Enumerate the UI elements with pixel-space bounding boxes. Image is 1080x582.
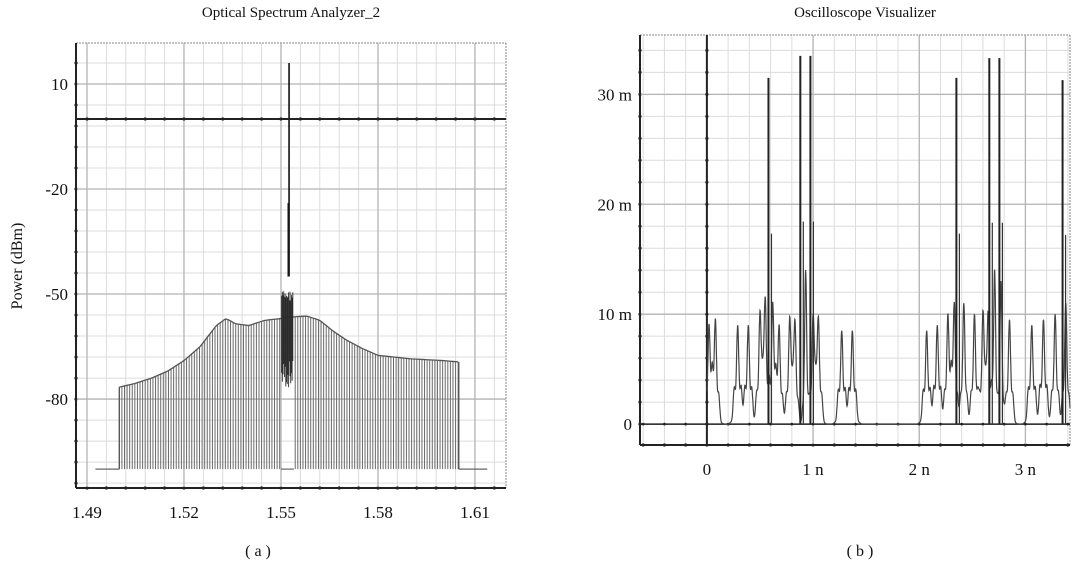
marker-tick bbox=[298, 117, 302, 121]
chart-title-b: Oscilloscope Visualizer bbox=[794, 5, 936, 21]
time-zero-tick bbox=[705, 268, 709, 272]
caption-b: ( b ) bbox=[847, 543, 874, 560]
zero-level-tick bbox=[705, 422, 709, 426]
x-tick-label: 1.61 bbox=[460, 503, 490, 522]
zero-level-tick bbox=[960, 422, 964, 426]
zero-level-tick bbox=[641, 422, 645, 426]
time-zero-tick bbox=[705, 70, 709, 74]
zero-level-tick bbox=[854, 422, 857, 426]
time-zero-tick bbox=[705, 48, 709, 52]
zero-level-tick bbox=[981, 422, 985, 426]
time-zero-tick bbox=[705, 246, 709, 250]
marker-tick bbox=[337, 117, 341, 121]
marker-tick bbox=[143, 117, 147, 121]
marker-tick bbox=[395, 117, 399, 121]
y-tick-label: 30 m bbox=[598, 85, 632, 104]
time-zero-tick bbox=[705, 180, 709, 184]
y-tick-label: -80 bbox=[45, 390, 68, 409]
time-zero-tick bbox=[705, 202, 709, 206]
marker-tick bbox=[201, 117, 205, 121]
y-tick-label: 10 bbox=[51, 75, 68, 94]
x-tick-label: 3 n bbox=[1015, 460, 1037, 479]
zero-level-tick bbox=[684, 422, 688, 426]
time-zero-tick bbox=[705, 136, 709, 140]
chart-title-a: Optical Spectrum Analyzer_2 bbox=[202, 5, 380, 21]
marker-tick bbox=[124, 117, 128, 121]
y-tick-label: 10 m bbox=[598, 305, 632, 324]
x-tick-label: 2 n bbox=[909, 460, 931, 479]
time-zero-tick bbox=[705, 290, 709, 294]
zero-level-tick bbox=[790, 422, 794, 426]
y-tick-label: 20 m bbox=[598, 195, 632, 214]
marker-tick bbox=[415, 117, 419, 121]
time-zero-tick bbox=[705, 114, 709, 118]
y-tick-label: 0 bbox=[624, 415, 633, 434]
marker-tick bbox=[318, 117, 322, 121]
marker-tick bbox=[104, 117, 108, 121]
y-tick-label: -50 bbox=[45, 285, 68, 304]
marker-tick bbox=[162, 117, 167, 121]
waveform-trace bbox=[706, 269, 1071, 425]
x-tick-label: 1 n bbox=[802, 460, 824, 479]
marker-tick bbox=[434, 117, 438, 121]
time-zero-tick bbox=[705, 92, 709, 96]
time-zero-tick bbox=[705, 312, 709, 316]
marker-tick bbox=[279, 117, 283, 121]
optical-spectrum-plot: Optical Spectrum Analyzer_2 Power (dBm) … bbox=[9, 5, 507, 560]
marker-tick bbox=[240, 117, 244, 121]
marker-tick bbox=[221, 117, 225, 121]
y-tick-label: -20 bbox=[45, 180, 68, 199]
time-zero-tick bbox=[705, 334, 709, 338]
y-axis-label-a: Power (dBm) bbox=[9, 223, 26, 310]
zero-level-tick bbox=[939, 422, 942, 426]
marker-tick bbox=[85, 117, 89, 121]
oscilloscope-plot: Oscilloscope Visualizer ( b ) 0 1 n 2 n 3 n… bbox=[598, 5, 1071, 560]
spectrum-envelope bbox=[119, 315, 459, 388]
time-zero-tick bbox=[705, 224, 709, 228]
marker-tick bbox=[182, 117, 186, 121]
x-tick-label: 0 bbox=[703, 460, 712, 479]
time-zero-tick bbox=[705, 158, 709, 162]
x-tick-label: 1.49 bbox=[72, 503, 102, 522]
x-tick-label: 1.58 bbox=[363, 503, 393, 522]
marker-tick bbox=[259, 117, 264, 121]
zero-level-tick bbox=[747, 422, 751, 426]
x-tick-label: 1.55 bbox=[266, 503, 296, 522]
marker-tick bbox=[356, 117, 361, 121]
caption-a: ( a ) bbox=[245, 543, 271, 560]
zero-level-tick bbox=[1002, 422, 1006, 426]
zero-level-tick bbox=[1024, 422, 1027, 426]
marker-tick bbox=[376, 117, 380, 121]
time-zero-tick bbox=[705, 400, 709, 404]
zero-level-tick bbox=[663, 422, 666, 426]
marker-tick bbox=[492, 117, 496, 121]
zero-level-tick bbox=[1045, 422, 1049, 426]
zero-level-tick bbox=[1066, 422, 1070, 426]
x-tick-label: 1.52 bbox=[169, 503, 199, 522]
marker-tick bbox=[453, 117, 458, 121]
marker-tick bbox=[473, 117, 477, 121]
